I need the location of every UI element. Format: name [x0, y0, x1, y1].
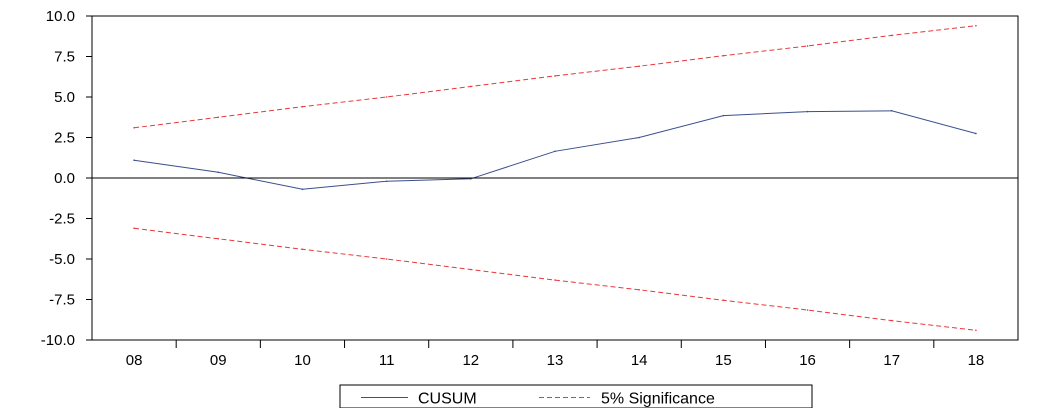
- legend-box: [339, 384, 813, 408]
- series-0-point: [301, 188, 304, 191]
- y-tick-label: 2.5: [54, 130, 75, 147]
- y-tick-label: -10.0: [41, 332, 75, 349]
- x-tick-label: 13: [547, 352, 564, 369]
- series-line-1: [134, 25, 976, 129]
- y-tick-label: -2.5: [49, 211, 75, 228]
- x-tick-label: 08: [126, 352, 143, 369]
- x-tick-label: 09: [210, 352, 227, 369]
- series-1-point: [722, 54, 725, 57]
- series-2-point: [385, 258, 388, 260]
- series-0-point: [217, 171, 220, 174]
- series-2-point: [133, 227, 135, 230]
- x-tick-label: 16: [799, 352, 816, 369]
- y-tick-label: 7.5: [54, 49, 75, 66]
- axes: 10.0 7.5 5.0 2.5 0.0 -2.5 -5.0 -7.5 -10.0 08 09 10 1…: [41, 8, 1019, 369]
- series-2-point: [722, 299, 725, 302]
- series-0-point: [133, 159, 135, 161]
- legend-label-cusum: CUSUM: [418, 391, 477, 408]
- series-1-point: [133, 126, 135, 129]
- series-1-point: [217, 116, 220, 119]
- series-2-point: [890, 319, 893, 322]
- series-0-point: [385, 180, 388, 183]
- series-0-point: [554, 150, 556, 153]
- plot-area: [133, 24, 977, 332]
- legend-label-significance: 5% Significance: [601, 391, 715, 408]
- x-tick-label: 18: [968, 352, 985, 369]
- series-2-point: [806, 309, 809, 311]
- y-tick-label: 0.0: [54, 170, 75, 187]
- series-0-point: [638, 136, 640, 139]
- series-2-point: [975, 329, 977, 332]
- series-2-point: [554, 279, 556, 281]
- series-1-point: [385, 96, 388, 98]
- series-1-point: [638, 65, 640, 68]
- series-1-point: [470, 85, 472, 88]
- series-0-point: [722, 114, 725, 117]
- series-line-2: [134, 227, 976, 331]
- series-1-point: [301, 105, 304, 108]
- series-1-point: [975, 24, 977, 27]
- series-2-point: [470, 268, 472, 271]
- y-tick-label: -7.5: [49, 292, 75, 309]
- y-tick-label: -5.0: [49, 251, 75, 268]
- y-tick-label: 10.0: [46, 8, 75, 25]
- legend: CUSUM 5% Significance: [339, 384, 813, 408]
- series-2-point: [301, 248, 304, 251]
- series-0-point: [890, 109, 893, 112]
- x-tick-label: 11: [379, 352, 395, 369]
- series-2-point: [217, 237, 220, 240]
- series-2-point: [638, 288, 640, 291]
- series-1-point: [806, 45, 809, 47]
- x-tick-label: 14: [631, 352, 648, 369]
- series-0-point: [806, 110, 809, 113]
- y-tick-label: 5.0: [54, 89, 75, 106]
- series-1-point: [890, 34, 893, 37]
- x-tick-label: 17: [883, 352, 900, 369]
- x-tick-label: 12: [462, 352, 479, 369]
- series-1-point: [554, 75, 556, 77]
- x-tick-label: 10: [294, 352, 311, 369]
- series-0-point: [975, 132, 977, 135]
- x-tick-label: 15: [715, 352, 732, 369]
